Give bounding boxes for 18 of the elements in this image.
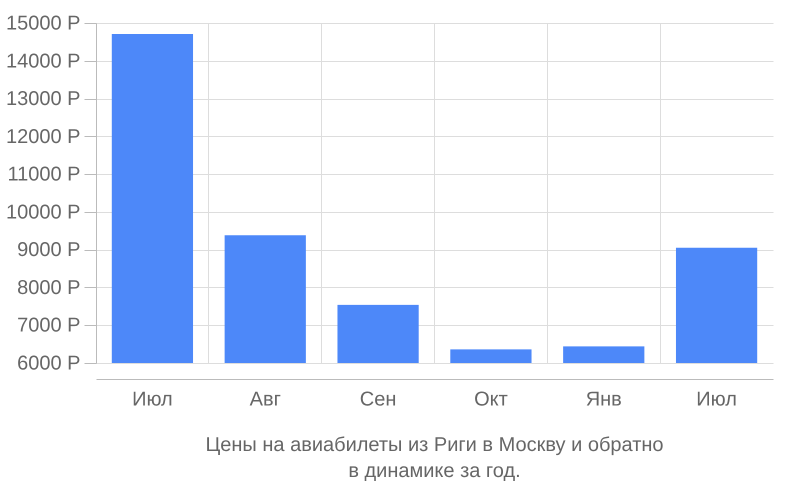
x-tick-label: Июл (132, 388, 173, 410)
x-tick-label: Авг (250, 388, 281, 410)
y-tick-label: 11000 Р (7, 164, 80, 186)
x-tick-label: Янв (586, 388, 622, 410)
x-tick-label: Июл (696, 388, 737, 410)
y-tick-label: 9000 Р (17, 239, 80, 262)
y-tick-label: 7000 Р (17, 314, 80, 337)
y-tick-label: 10000 Р (6, 201, 80, 224)
y-tick-label: 13000 Р (6, 88, 80, 110)
y-tick-label: 15000 Р (6, 12, 80, 34)
x-tick-label: Окт (474, 388, 508, 410)
y-tick-label: 6000 Р (17, 352, 80, 374)
text: Цены на авиабилеты из Риги в Москву и обратно (205, 434, 664, 456)
y-tick-label: 12000 Р (6, 126, 80, 148)
x-tick-label: Сен (360, 388, 396, 410)
text: в динамике за год. (348, 460, 521, 482)
y-tick-label: 14000 Р (6, 50, 80, 72)
y-tick-label: 8000 Р (17, 276, 80, 299)
